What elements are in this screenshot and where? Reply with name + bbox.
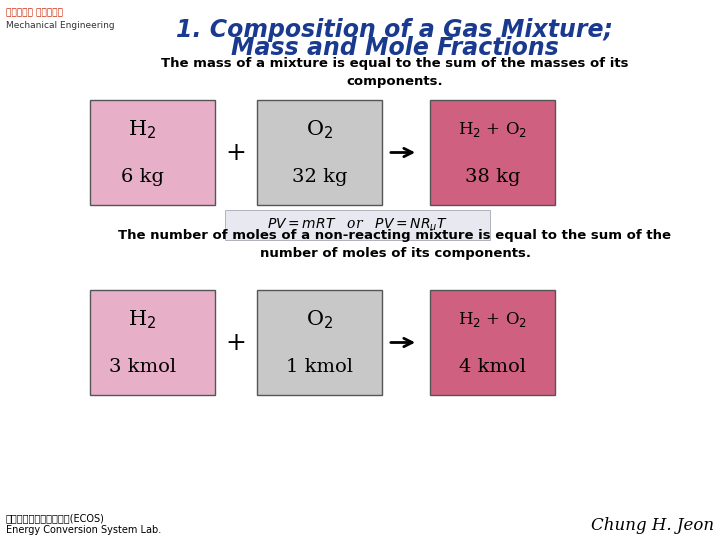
Bar (257, 100, 382, 205)
Text: H$_2$: H$_2$ (128, 118, 157, 141)
Text: 부산대학교 기게공학부: 부산대학교 기게공학부 (6, 9, 63, 17)
Text: Mass and Mole Fractions: Mass and Mole Fractions (231, 36, 559, 60)
Text: 4 kmol: 4 kmol (459, 357, 526, 376)
Bar (430, 290, 555, 395)
Bar (90, 290, 215, 395)
Text: The mass of a mixture is equal to the sum of the masses of its
components.: The mass of a mixture is equal to the su… (161, 57, 629, 87)
Text: 32 kg: 32 kg (292, 167, 347, 186)
Text: O$_2$: O$_2$ (306, 118, 333, 141)
Text: 에너지변환시스템연구실(ECOS): 에너지변환시스템연구실(ECOS) (6, 513, 105, 523)
Text: 3 kmol: 3 kmol (109, 357, 176, 376)
Text: Energy Conversion System Lab.: Energy Conversion System Lab. (6, 525, 161, 535)
Text: 1. Composition of a Gas Mixture;: 1. Composition of a Gas Mixture; (176, 18, 613, 42)
Text: Chung H. Jeon: Chung H. Jeon (591, 517, 714, 535)
Text: H$_2$: H$_2$ (128, 308, 157, 330)
Text: 1 kmol: 1 kmol (286, 357, 353, 376)
Text: O$_2$: O$_2$ (306, 308, 333, 330)
Text: H$_2$ + O$_2$: H$_2$ + O$_2$ (458, 310, 527, 329)
Text: H$_2$ + O$_2$: H$_2$ + O$_2$ (458, 120, 527, 139)
Text: +: + (225, 330, 246, 354)
Bar (90, 100, 215, 205)
Text: +: + (225, 140, 246, 165)
Text: 6 kg: 6 kg (121, 167, 164, 186)
Text: Mechanical Engineering: Mechanical Engineering (6, 21, 114, 30)
Bar (225, 210, 490, 240)
Bar (430, 100, 555, 205)
Bar (257, 290, 382, 395)
Text: $PV = mRT$   or   $PV = NR_uT$: $PV = mRT$ or $PV = NR_uT$ (267, 217, 448, 233)
Text: 38 kg: 38 kg (464, 167, 521, 186)
Text: The number of moles of a non-reacting mixture is equal to the sum of the
number : The number of moles of a non-reacting mi… (119, 230, 672, 260)
